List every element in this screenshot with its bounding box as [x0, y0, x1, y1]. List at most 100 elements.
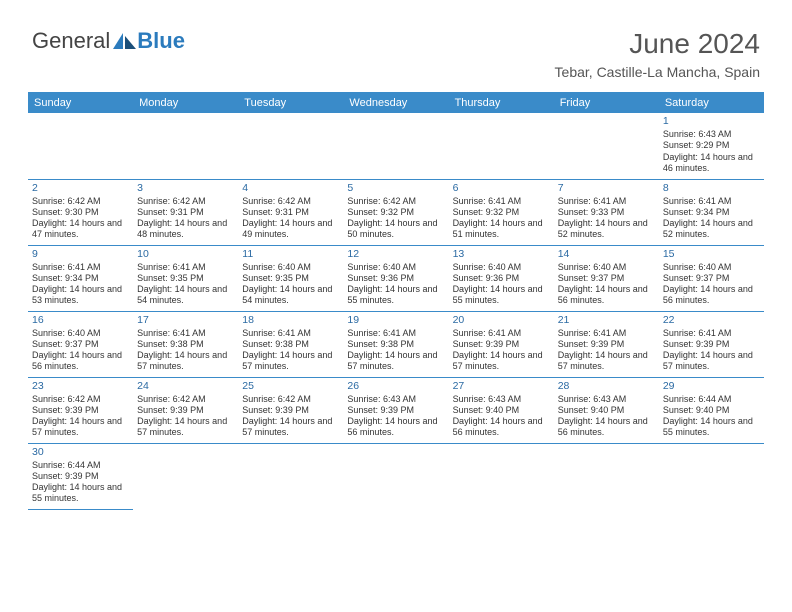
sunrise-line: Sunrise: 6:40 AM: [453, 262, 550, 273]
calendar-cell-empty: [343, 113, 448, 179]
sunrise-line: Sunrise: 6:41 AM: [32, 262, 129, 273]
sunset-line: Sunset: 9:30 PM: [32, 207, 129, 218]
daylight-line: Daylight: 14 hours and 55 minutes.: [347, 284, 444, 307]
sunset-line: Sunset: 9:40 PM: [453, 405, 550, 416]
daylight-line: Daylight: 14 hours and 54 minutes.: [242, 284, 339, 307]
daylight-line: Daylight: 14 hours and 57 minutes.: [558, 350, 655, 373]
sunset-line: Sunset: 9:38 PM: [347, 339, 444, 350]
day-header: Saturday: [659, 93, 764, 114]
sunset-line: Sunset: 9:37 PM: [558, 273, 655, 284]
calendar-cell-empty: [554, 113, 659, 179]
day-number: 12: [347, 248, 444, 261]
sunrise-line: Sunrise: 6:41 AM: [558, 196, 655, 207]
sunrise-line: Sunrise: 6:41 AM: [663, 328, 760, 339]
sunrise-line: Sunrise: 6:42 AM: [242, 394, 339, 405]
daylight-line: Daylight: 14 hours and 56 minutes.: [453, 416, 550, 439]
day-number: 1: [663, 115, 760, 128]
sunset-line: Sunset: 9:37 PM: [663, 273, 760, 284]
calendar-cell: 12Sunrise: 6:40 AMSunset: 9:36 PMDayligh…: [343, 245, 448, 311]
day-number: 21: [558, 314, 655, 327]
calendar-cell: 17Sunrise: 6:41 AMSunset: 9:38 PMDayligh…: [133, 311, 238, 377]
calendar-cell: 27Sunrise: 6:43 AMSunset: 9:40 PMDayligh…: [449, 377, 554, 443]
calendar-cell: 2Sunrise: 6:42 AMSunset: 9:30 PMDaylight…: [28, 179, 133, 245]
logo: General Blue: [32, 28, 185, 54]
logo-sail-icon: [112, 31, 138, 51]
sunset-line: Sunset: 9:40 PM: [558, 405, 655, 416]
location: Tebar, Castille-La Mancha, Spain: [555, 64, 760, 80]
daylight-line: Daylight: 14 hours and 51 minutes.: [453, 218, 550, 241]
sunrise-line: Sunrise: 6:42 AM: [242, 196, 339, 207]
sunset-line: Sunset: 9:32 PM: [347, 207, 444, 218]
sunset-line: Sunset: 9:39 PM: [663, 339, 760, 350]
daylight-line: Daylight: 14 hours and 54 minutes.: [137, 284, 234, 307]
calendar-week-row: 1Sunrise: 6:43 AMSunset: 9:29 PMDaylight…: [28, 113, 764, 179]
day-number: 22: [663, 314, 760, 327]
sunrise-line: Sunrise: 6:42 AM: [137, 394, 234, 405]
calendar-cell: 5Sunrise: 6:42 AMSunset: 9:32 PMDaylight…: [343, 179, 448, 245]
daylight-line: Daylight: 14 hours and 55 minutes.: [453, 284, 550, 307]
day-header: Thursday: [449, 93, 554, 114]
sunrise-line: Sunrise: 6:41 AM: [453, 196, 550, 207]
sunset-line: Sunset: 9:39 PM: [137, 405, 234, 416]
calendar-week-row: 2Sunrise: 6:42 AMSunset: 9:30 PMDaylight…: [28, 179, 764, 245]
daylight-line: Daylight: 14 hours and 48 minutes.: [137, 218, 234, 241]
calendar-cell: 23Sunrise: 6:42 AMSunset: 9:39 PMDayligh…: [28, 377, 133, 443]
sunrise-line: Sunrise: 6:43 AM: [453, 394, 550, 405]
sunrise-line: Sunrise: 6:41 AM: [453, 328, 550, 339]
day-number: 27: [453, 380, 550, 393]
day-number: 2: [32, 182, 129, 195]
calendar-cell-empty: [343, 443, 448, 509]
day-number: 26: [347, 380, 444, 393]
day-number: 19: [347, 314, 444, 327]
day-number: 4: [242, 182, 339, 195]
sunset-line: Sunset: 9:35 PM: [242, 273, 339, 284]
daylight-line: Daylight: 14 hours and 55 minutes.: [32, 482, 129, 505]
sunset-line: Sunset: 9:33 PM: [558, 207, 655, 218]
day-number: 28: [558, 380, 655, 393]
sunset-line: Sunset: 9:39 PM: [32, 405, 129, 416]
day-number: 18: [242, 314, 339, 327]
day-number: 7: [558, 182, 655, 195]
day-number: 14: [558, 248, 655, 261]
day-number: 20: [453, 314, 550, 327]
calendar-cell: 22Sunrise: 6:41 AMSunset: 9:39 PMDayligh…: [659, 311, 764, 377]
daylight-line: Daylight: 14 hours and 46 minutes.: [663, 152, 760, 175]
daylight-line: Daylight: 14 hours and 47 minutes.: [32, 218, 129, 241]
sunset-line: Sunset: 9:34 PM: [663, 207, 760, 218]
calendar-week-row: 9Sunrise: 6:41 AMSunset: 9:34 PMDaylight…: [28, 245, 764, 311]
day-number: 24: [137, 380, 234, 393]
calendar-cell-empty: [659, 443, 764, 509]
daylight-line: Daylight: 14 hours and 56 minutes.: [558, 284, 655, 307]
sunset-line: Sunset: 9:39 PM: [558, 339, 655, 350]
calendar-cell-empty: [554, 443, 659, 509]
calendar-cell: 10Sunrise: 6:41 AMSunset: 9:35 PMDayligh…: [133, 245, 238, 311]
daylight-line: Daylight: 14 hours and 57 minutes.: [347, 350, 444, 373]
logo-text-general: General: [32, 28, 110, 54]
daylight-line: Daylight: 14 hours and 57 minutes.: [32, 416, 129, 439]
calendar-cell-empty: [238, 113, 343, 179]
day-header: Wednesday: [343, 93, 448, 114]
calendar-body: 1Sunrise: 6:43 AMSunset: 9:29 PMDaylight…: [28, 113, 764, 509]
calendar-cell: 26Sunrise: 6:43 AMSunset: 9:39 PMDayligh…: [343, 377, 448, 443]
calendar-cell: 16Sunrise: 6:40 AMSunset: 9:37 PMDayligh…: [28, 311, 133, 377]
calendar-cell: 18Sunrise: 6:41 AMSunset: 9:38 PMDayligh…: [238, 311, 343, 377]
calendar-table: SundayMondayTuesdayWednesdayThursdayFrid…: [28, 92, 764, 510]
calendar-cell: 24Sunrise: 6:42 AMSunset: 9:39 PMDayligh…: [133, 377, 238, 443]
day-number: 8: [663, 182, 760, 195]
calendar-cell: 7Sunrise: 6:41 AMSunset: 9:33 PMDaylight…: [554, 179, 659, 245]
calendar-cell: 14Sunrise: 6:40 AMSunset: 9:37 PMDayligh…: [554, 245, 659, 311]
sunrise-line: Sunrise: 6:43 AM: [558, 394, 655, 405]
daylight-line: Daylight: 14 hours and 56 minutes.: [663, 284, 760, 307]
daylight-line: Daylight: 14 hours and 57 minutes.: [453, 350, 550, 373]
calendar-cell: 21Sunrise: 6:41 AMSunset: 9:39 PMDayligh…: [554, 311, 659, 377]
sunset-line: Sunset: 9:32 PM: [453, 207, 550, 218]
daylight-line: Daylight: 14 hours and 52 minutes.: [663, 218, 760, 241]
sunrise-line: Sunrise: 6:40 AM: [663, 262, 760, 273]
daylight-line: Daylight: 14 hours and 57 minutes.: [663, 350, 760, 373]
day-number: 16: [32, 314, 129, 327]
calendar-cell: 25Sunrise: 6:42 AMSunset: 9:39 PMDayligh…: [238, 377, 343, 443]
sunset-line: Sunset: 9:39 PM: [242, 405, 339, 416]
day-number: 5: [347, 182, 444, 195]
day-number: 15: [663, 248, 760, 261]
daylight-line: Daylight: 14 hours and 57 minutes.: [242, 416, 339, 439]
